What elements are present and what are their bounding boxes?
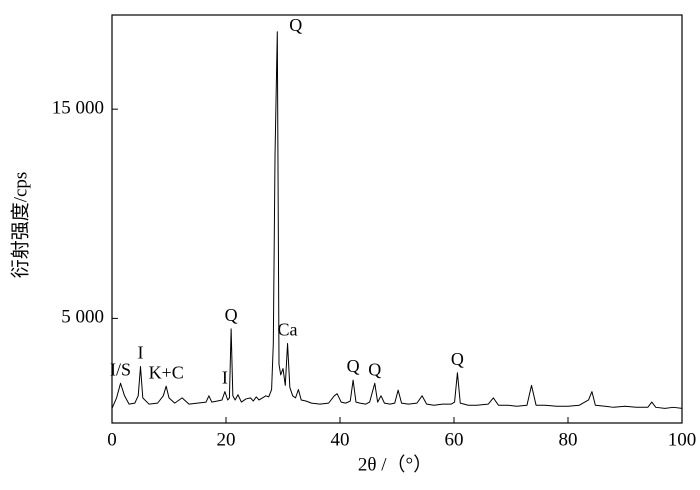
peak-annotation: I: [138, 343, 144, 363]
peak-annotation: Q: [368, 359, 381, 379]
x-tick-label: 0: [107, 429, 117, 450]
y-tick-label: 15 000: [52, 98, 104, 119]
peak-annotation: Q: [347, 356, 360, 376]
plot-frame: [111, 14, 683, 424]
x-tick-label: 60: [445, 429, 464, 450]
x-tick-label: 80: [559, 429, 578, 450]
peak-annotation: Ca: [278, 320, 298, 340]
peak-annotation: Q: [289, 15, 302, 35]
x-axis-label: 2θ /（°）: [358, 453, 432, 475]
y-tick-label: 5 000: [61, 307, 104, 328]
peak-annotation: I/S: [110, 359, 131, 379]
x-tick-label: 40: [331, 429, 350, 450]
x-tick-label: 20: [217, 429, 236, 450]
xrd-line: [111, 31, 683, 409]
y-axis-label: 衍射强度/cps: [9, 172, 31, 279]
peak-annotation: I: [222, 368, 228, 388]
peak-annotation: K+C: [149, 362, 184, 382]
x-tick-label: 100: [668, 429, 697, 450]
peak-annotation: Q: [451, 349, 464, 369]
peak-annotation: Q: [225, 305, 238, 325]
